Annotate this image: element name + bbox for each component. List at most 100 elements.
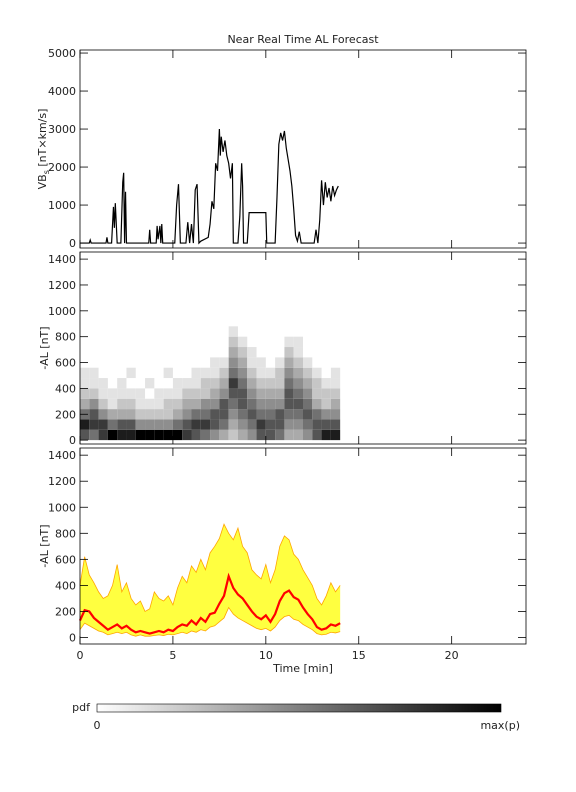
heat-cell [145,378,155,389]
heat-cell [321,378,331,389]
heat-cell [172,388,183,399]
heat-cell [228,367,238,379]
heat-cell [303,378,313,389]
heat-cell [237,419,248,430]
heat-cell [312,409,322,420]
heat-cell [80,419,90,430]
y-tick-label: 1400 [48,449,76,462]
heat-cell [265,398,276,410]
heat-cell [293,357,303,368]
heat-cell [247,367,257,379]
heat-cell [237,357,248,368]
y-tick-label: 400 [55,579,76,592]
heat-cell [135,388,146,399]
heat-cell [275,419,285,430]
heat-cell [256,429,266,441]
heat-cell [275,367,285,379]
heat-cell [330,409,341,420]
x-tick-label: 20 [445,649,459,662]
heat-cell [154,419,164,430]
heat-cell [107,409,118,420]
heat-cell [303,367,313,379]
heat-cell [219,429,229,441]
heat-cell [135,409,146,420]
heat-cell [247,378,257,389]
heat-cell [256,398,266,410]
heat-cell [126,367,136,379]
heat-cell [265,429,276,441]
heat-cell [210,367,220,379]
heat-cell [256,388,266,399]
heat-cell [182,388,192,399]
heat-cell [107,429,118,441]
heat-cell [330,419,341,430]
heat-cell [237,388,248,399]
heat-cell [200,398,211,410]
heat-cell [330,388,341,399]
series-line [78,572,341,635]
y-tick-label: 0 [69,631,76,644]
heat-cell [98,419,108,430]
y-tick-label: 3000 [48,123,76,136]
heat-cell [321,409,331,420]
heat-cell [135,398,146,410]
heat-cell [191,388,201,399]
heat-cell [89,378,99,389]
heat-cell [256,357,266,368]
heat-cell [228,398,238,410]
heat-cell [191,409,201,420]
heat-cell [126,409,136,420]
heat-cell [247,398,257,410]
heat-cell [312,429,322,441]
heat-cell [107,419,118,430]
heat-cell [80,367,90,379]
heat-cell [117,409,127,420]
heat-cell [237,378,248,389]
heat-cell [200,367,211,379]
heat-cell [182,429,192,441]
heat-cell [163,398,173,410]
heat-cell [117,388,127,399]
y-tick-label: 1000 [48,199,76,212]
y-axis-label: -AL [nT] [38,326,51,369]
heat-cell [247,357,257,368]
heat-cell [275,357,285,368]
y-axis-label: VBs [nT×km/s] [36,109,51,190]
heat-cell [284,357,294,368]
heat-cell [293,347,303,358]
heat-cell [80,398,90,410]
heat-cell [200,409,211,420]
y-axis-label-unit: [nT×km/s] [36,109,49,171]
heat-cell [182,419,192,430]
heat-cell [163,388,173,399]
y-axis-label-sub: s [42,170,51,174]
heat-cell [303,388,313,399]
heat-cell [163,429,173,441]
y-tick-label: 2000 [48,161,76,174]
x-tick-label: 5 [169,649,176,662]
heat-cell [163,419,173,430]
heat-cell [330,367,341,379]
heat-cell [219,398,229,410]
heat-cell [237,367,248,379]
heat-cell [182,409,192,420]
heat-cell [284,429,294,441]
heat-cell [135,419,146,430]
y-tick-label: 600 [55,357,76,370]
heat-cell [293,409,303,420]
heat-cell [247,429,257,441]
heat-cell [191,378,201,389]
x-tick-label: 15 [352,649,366,662]
heat-cell [275,429,285,441]
y-axis-label-main: VB [36,174,49,189]
heat-cell [145,398,155,410]
y-tick-label: 1000 [48,305,76,318]
heat-cell [256,409,266,420]
heat-cell [275,378,285,389]
heat-cell [284,378,294,389]
heat-cell [191,367,201,379]
heat-cell [219,357,229,368]
heat-cell [275,409,285,420]
y-tick-label: 0 [69,237,76,250]
